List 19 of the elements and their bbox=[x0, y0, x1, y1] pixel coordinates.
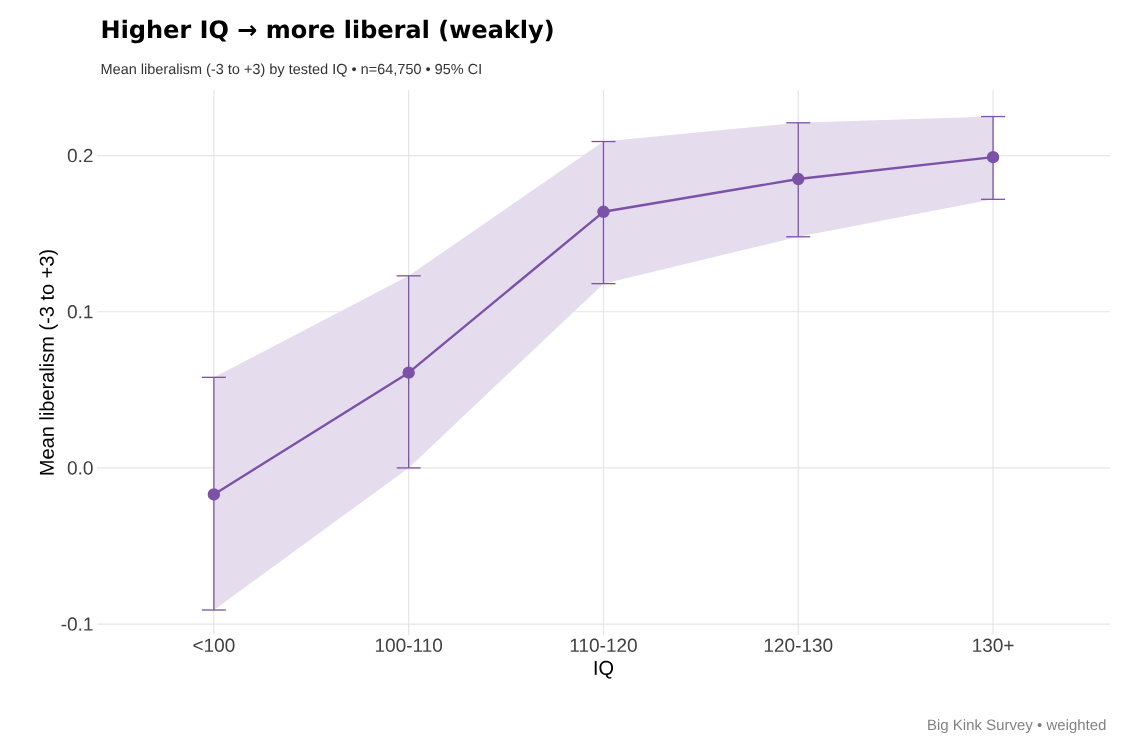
point bbox=[402, 366, 415, 379]
y-axis-title: Mean liberalism (-3 to +3) bbox=[39, 250, 58, 475]
x-tick-label: 120-130 bbox=[764, 638, 833, 652]
x-axis-title: IQ bbox=[594, 660, 614, 679]
y-tick-label: 0.1 bbox=[67, 305, 93, 319]
y-tick-label: -0.1 bbox=[61, 617, 93, 631]
point bbox=[207, 488, 221, 501]
x-tick-label: 110-120 bbox=[570, 638, 637, 652]
point bbox=[986, 150, 1000, 164]
x-tick-label: <100 bbox=[193, 638, 235, 652]
point bbox=[792, 172, 805, 186]
x-tick-label: 130+ bbox=[973, 638, 1014, 652]
y-tick-label: 0.0 bbox=[67, 461, 93, 475]
y-tick-label: 0.2 bbox=[67, 148, 93, 163]
x-tick-label: 100-110 bbox=[375, 638, 443, 652]
point bbox=[597, 205, 610, 218]
chart-subtitle: Mean liberalism (-3 to +3) by tested IQ • n=64,750 • 95% CI bbox=[101, 63, 481, 77]
chart-title: Higher IQ → more liberal (weakly) bbox=[102, 19, 553, 44]
text: Big Kink Survey • weighted bbox=[928, 719, 1106, 734]
